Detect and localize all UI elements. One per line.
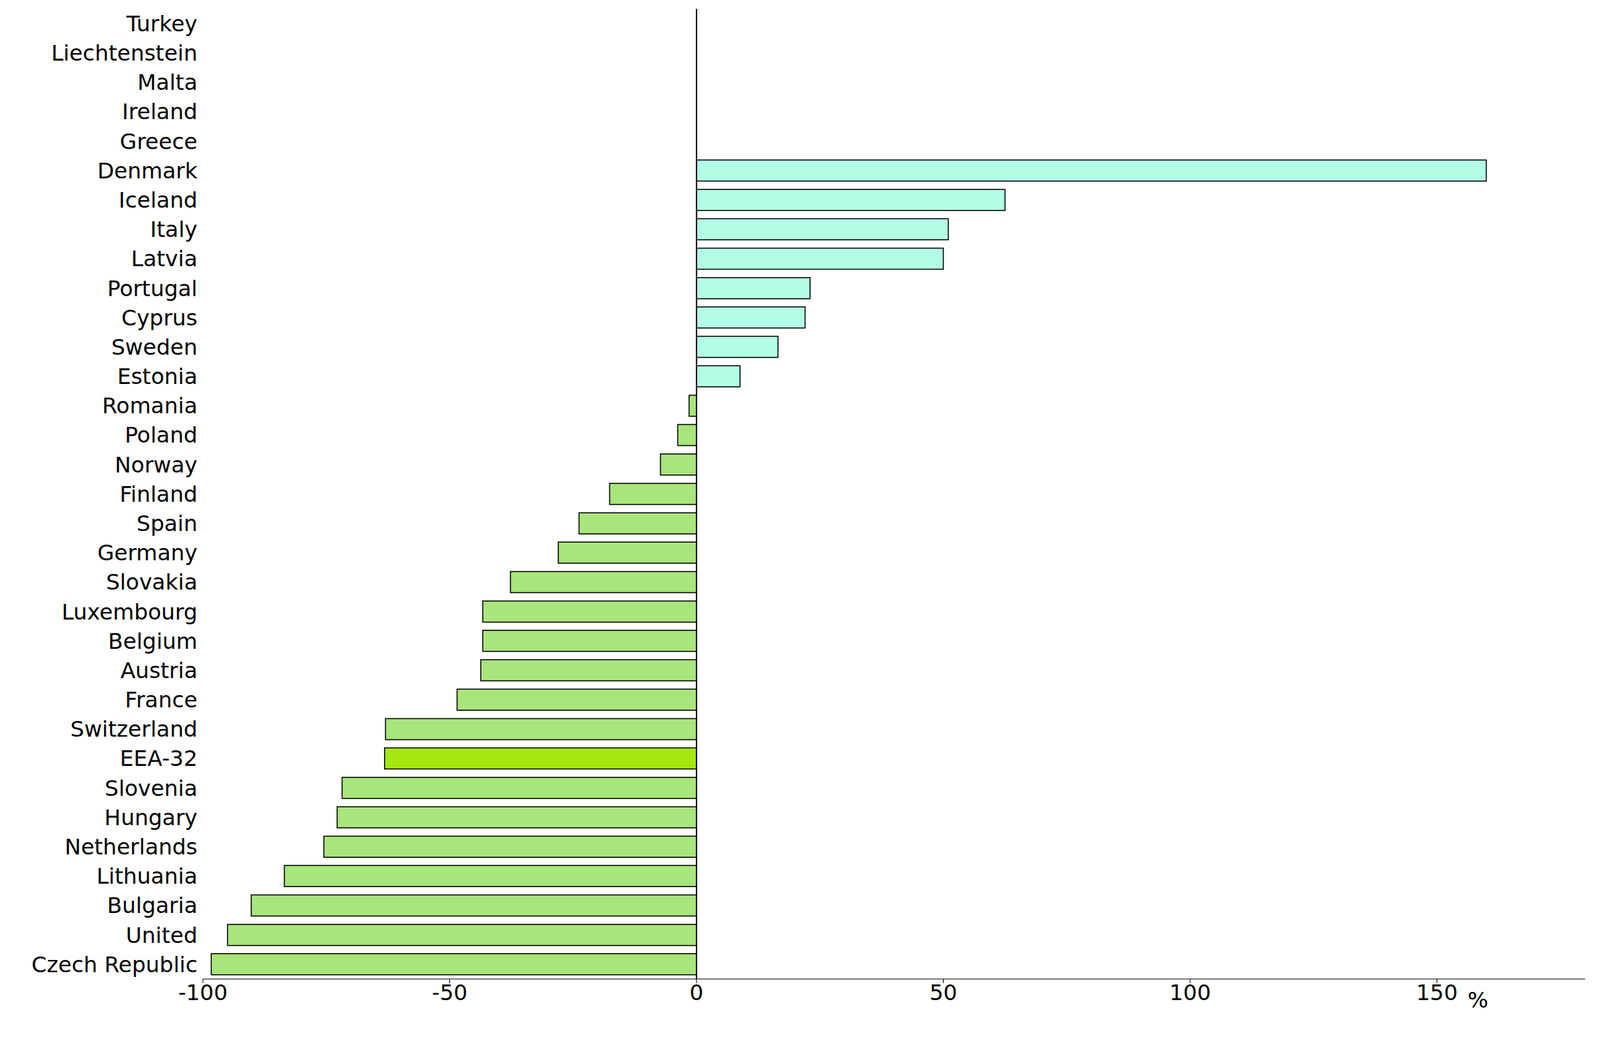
- svg-text:Lithuania: Lithuania: [96, 863, 198, 890]
- svg-text:Hungary: Hungary: [104, 804, 198, 831]
- svg-text:Finland: Finland: [119, 481, 198, 508]
- svg-text:50: 50: [929, 979, 958, 1006]
- svg-text:Estonia: Estonia: [117, 363, 198, 390]
- svg-text:Sweden: Sweden: [111, 334, 198, 361]
- svg-text:%: %: [1467, 987, 1488, 1014]
- svg-text:150: 150: [1416, 979, 1458, 1006]
- svg-text:Portugal: Portugal: [106, 275, 198, 302]
- svg-text:France: France: [125, 686, 198, 713]
- svg-text:Romania: Romania: [102, 392, 198, 419]
- svg-text:Cyprus: Cyprus: [121, 305, 198, 331]
- svg-text:Greece: Greece: [119, 128, 198, 155]
- svg-text:Belgium: Belgium: [108, 628, 198, 655]
- svg-text:Czech Republic: Czech Republic: [31, 951, 198, 978]
- svg-text:EEA-32: EEA-32: [119, 745, 198, 772]
- svg-text:Italy: Italy: [150, 216, 198, 243]
- svg-text:Spain: Spain: [136, 510, 198, 537]
- svg-text:Liechtenstein: Liechtenstein: [51, 40, 198, 67]
- svg-text:Malta: Malta: [137, 69, 198, 96]
- svg-text:-100: -100: [178, 979, 229, 1006]
- svg-text:Slovakia: Slovakia: [106, 569, 198, 596]
- svg-text:Ireland: Ireland: [121, 98, 198, 125]
- svg-text:Iceland: Iceland: [118, 187, 198, 214]
- svg-text:Austria: Austria: [120, 657, 198, 684]
- svg-text:Bulgaria: Bulgaria: [106, 892, 198, 919]
- svg-text:-50: -50: [431, 979, 468, 1006]
- svg-text:Germany: Germany: [97, 539, 198, 566]
- svg-text:Poland: Poland: [124, 422, 198, 448]
- svg-text:0: 0: [689, 979, 704, 1006]
- svg-text:United: United: [125, 922, 198, 949]
- svg-text:Latvia: Latvia: [131, 245, 198, 272]
- svg-text:Netherlands: Netherlands: [64, 834, 198, 860]
- svg-text:Denmark: Denmark: [97, 157, 199, 184]
- svg-text:Slovenia: Slovenia: [104, 775, 198, 802]
- svg-text:Switzerland: Switzerland: [70, 716, 198, 743]
- svg-text:Turkey: Turkey: [125, 10, 198, 37]
- svg-text:Luxembourg: Luxembourg: [61, 599, 198, 626]
- svg-text:100: 100: [1169, 979, 1211, 1006]
- svg-text:Norway: Norway: [115, 452, 198, 478]
